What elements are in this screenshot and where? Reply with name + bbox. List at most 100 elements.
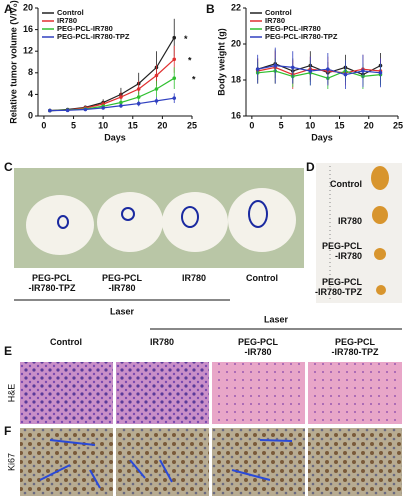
marker bbox=[119, 103, 123, 108]
y-tick-label: 0 bbox=[28, 110, 33, 120]
marker bbox=[119, 100, 123, 105]
label-line: PEG-PCL bbox=[335, 337, 376, 347]
x-tick-label: 5 bbox=[71, 120, 76, 130]
y-tick-label: 18 bbox=[231, 74, 241, 84]
label-line: Control bbox=[330, 179, 362, 189]
panel-label: F bbox=[4, 424, 11, 438]
mice bbox=[26, 188, 296, 255]
x-tick-label: 25 bbox=[393, 120, 403, 130]
marker bbox=[136, 101, 141, 106]
panel-label: D bbox=[306, 160, 315, 174]
arrows bbox=[39, 439, 293, 489]
y-tick-label: 8 bbox=[28, 67, 33, 77]
label: PEG-PCL -IR780 bbox=[238, 337, 279, 357]
label-line: -IR780 bbox=[108, 283, 135, 293]
marker bbox=[378, 71, 383, 75]
legend-label: IR780 bbox=[57, 16, 77, 25]
label: PEG-PCL -IR780-TPZ bbox=[28, 273, 76, 293]
annotation: * bbox=[188, 56, 192, 66]
label-line: IR780 bbox=[182, 273, 206, 283]
legend-label: PEG-PCL-IR780 bbox=[265, 24, 321, 33]
row-label: H&E bbox=[6, 384, 16, 403]
marker bbox=[172, 96, 177, 100]
label-line: -IR780-TPZ bbox=[315, 287, 363, 297]
marker bbox=[273, 63, 278, 68]
marker bbox=[136, 87, 141, 91]
panel-label: A bbox=[4, 2, 13, 16]
annotation: * bbox=[192, 75, 196, 85]
label-line: -IR780-TPZ bbox=[28, 283, 76, 293]
y-tick-label: 16 bbox=[231, 110, 241, 120]
label-line: Control bbox=[50, 337, 82, 347]
y-tick-label: 20 bbox=[231, 38, 241, 48]
marker bbox=[326, 67, 330, 71]
marker bbox=[154, 73, 159, 78]
marker bbox=[101, 106, 105, 110]
label-line: PEG-PCL bbox=[32, 273, 73, 283]
x-tick-label: 0 bbox=[249, 120, 254, 130]
x-tick-label: 25 bbox=[187, 120, 197, 130]
y-tick-label: 22 bbox=[231, 2, 241, 12]
x-axis-label: Days bbox=[104, 132, 126, 142]
label: PEG-PCL -IR780 bbox=[322, 241, 363, 261]
marker bbox=[308, 69, 313, 73]
label: PEG-PCL -IR780-TPZ bbox=[331, 337, 379, 357]
legend-label: Control bbox=[265, 8, 292, 17]
legend-label: IR780 bbox=[265, 16, 285, 25]
histology bbox=[20, 362, 402, 496]
marker bbox=[65, 108, 70, 113]
marker bbox=[361, 69, 365, 73]
marker bbox=[343, 72, 348, 77]
label-line: -IR780 bbox=[244, 347, 271, 357]
marker bbox=[83, 107, 88, 112]
y-tick-label: 16 bbox=[23, 24, 33, 34]
label: PEG-PCL -IR780 bbox=[102, 273, 143, 293]
label-line: -IR780-TPZ bbox=[331, 347, 379, 357]
label-line: PEG-PCL bbox=[238, 337, 279, 347]
legend-label: PEG-PCL-IR780-TPZ bbox=[265, 32, 338, 41]
label-line: PEG-PCL bbox=[322, 277, 363, 287]
x-tick-label: 10 bbox=[98, 120, 108, 130]
series-line bbox=[257, 70, 381, 79]
x-tick-label: 15 bbox=[335, 120, 345, 130]
panel-label: C bbox=[4, 160, 13, 174]
tumor-circles bbox=[57, 200, 268, 229]
tumors bbox=[371, 166, 389, 295]
marker bbox=[136, 95, 141, 99]
label: Control bbox=[246, 273, 278, 283]
marker bbox=[290, 65, 295, 70]
legend-label: Control bbox=[57, 8, 84, 17]
y-tick-label: 4 bbox=[28, 89, 33, 99]
label-line: -IR780 bbox=[335, 251, 362, 261]
x-tick-label: 0 bbox=[41, 120, 46, 130]
x-tick-label: 5 bbox=[279, 120, 284, 130]
series-line bbox=[257, 64, 381, 76]
label-line: IR780 bbox=[338, 216, 362, 226]
x-axis-label: Days bbox=[311, 132, 333, 142]
series-line bbox=[49, 97, 175, 112]
marker bbox=[119, 95, 123, 99]
panel-label: E bbox=[4, 344, 12, 358]
series-line bbox=[257, 63, 381, 76]
series-line bbox=[49, 77, 175, 112]
x-tick-label: 15 bbox=[128, 120, 138, 130]
panel-label: B bbox=[206, 2, 215, 16]
marker bbox=[154, 99, 159, 103]
label: IR780 bbox=[150, 337, 174, 347]
label-line: IR780 bbox=[150, 337, 174, 347]
marker bbox=[172, 57, 177, 62]
y-axis-label: Relative tumor volume (V/V₀) bbox=[8, 0, 18, 124]
y-axis-label: Body weight (g) bbox=[216, 28, 226, 96]
label: IR780 bbox=[338, 216, 362, 226]
legend-label: PEG-PCL-IR780-TPZ bbox=[57, 32, 130, 41]
laser-label: Laser bbox=[110, 306, 135, 316]
x-tick-label: 20 bbox=[364, 120, 374, 130]
laser-label: Laser bbox=[264, 314, 289, 324]
label: Control bbox=[50, 337, 82, 347]
y-tick-label: 12 bbox=[23, 46, 33, 56]
legend-label: PEG-PCL-IR780 bbox=[57, 24, 113, 33]
label: PEG-PCL -IR780-TPZ bbox=[315, 277, 363, 297]
marker bbox=[154, 87, 159, 91]
annotation: * bbox=[184, 34, 188, 44]
